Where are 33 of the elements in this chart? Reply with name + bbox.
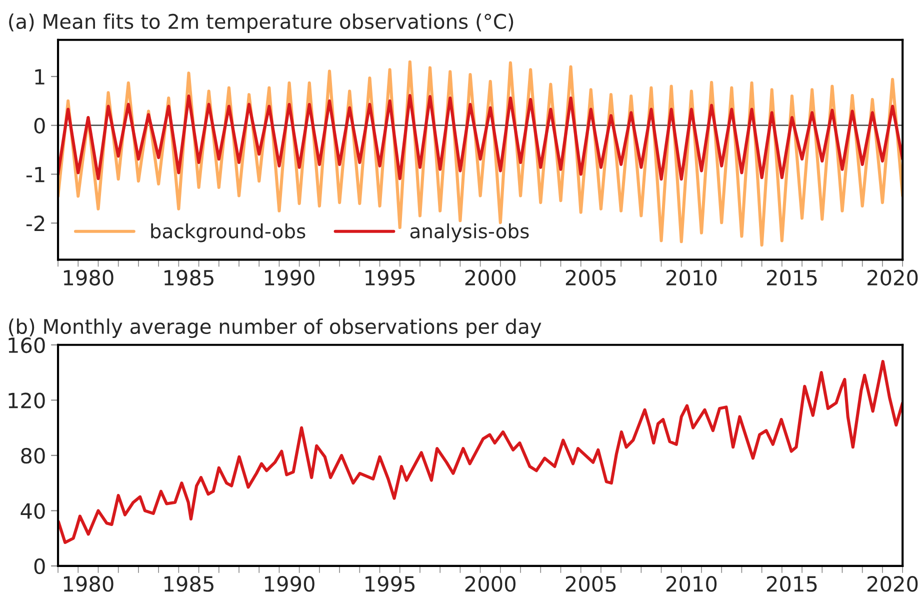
legend-label: background-obs <box>151 223 306 242</box>
x-tick-label: 1995 <box>366 576 415 592</box>
x-tick-label: 1995 <box>366 270 415 286</box>
x-tick-label: 2020 <box>868 270 918 286</box>
line-series <box>58 94 903 181</box>
x-tick-label: 2010 <box>666 270 717 286</box>
chart-title: (b) Monthly average number of observations per day <box>9 318 542 338</box>
x-tick-label: 2010 <box>666 576 717 592</box>
x-tick-label: 1980 <box>64 270 114 286</box>
legend-label: analysis-obs <box>410 223 529 242</box>
y-tick-label: 80 <box>21 448 45 464</box>
y-tick-label: 1 <box>35 69 44 84</box>
y-tick-label: 160 <box>8 337 45 354</box>
y-tick-label: 0 <box>34 558 45 574</box>
line-series <box>58 360 903 544</box>
y-tick-label: 40 <box>20 503 45 519</box>
x-tick-label: 1990 <box>265 270 314 286</box>
x-tick-label: 2005 <box>566 576 616 592</box>
y-tick-label: 0 <box>34 118 45 134</box>
x-tick-label: 1990 <box>265 576 314 592</box>
chart-title: (a) Mean fits to 2m temperature observations (°C) <box>9 13 514 33</box>
x-tick-label: 1985 <box>164 576 214 592</box>
y-tick-label: 120 <box>8 392 45 408</box>
y-tick-label: -2 <box>26 216 44 231</box>
x-tick-label: 2000 <box>465 270 516 286</box>
x-tick-label: 2000 <box>465 576 516 592</box>
y-tick-label: -1 <box>26 166 44 182</box>
x-tick-label: 2015 <box>767 270 817 286</box>
x-tick-label: 1985 <box>164 270 214 286</box>
x-tick-label: 2015 <box>767 576 817 592</box>
x-tick-label: 2005 <box>566 270 616 286</box>
x-tick-label: 1980 <box>64 576 114 592</box>
x-tick-label: 2020 <box>868 576 918 592</box>
